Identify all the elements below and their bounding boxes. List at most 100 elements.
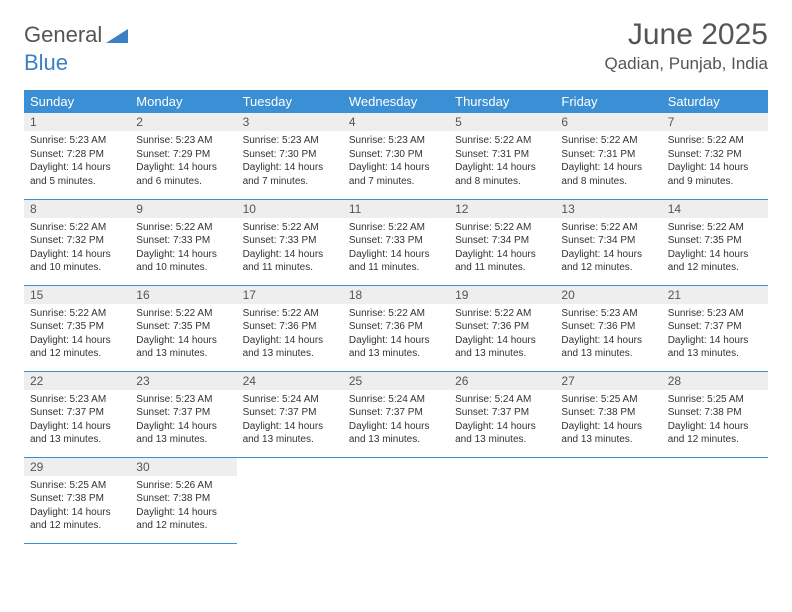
daylight-text: Daylight: 14 hours and 13 minutes. [561,420,655,447]
day-content: Sunrise: 5:25 AMSunset: 7:38 PMDaylight:… [555,390,661,453]
day-content: Sunrise: 5:22 AMSunset: 7:36 PMDaylight:… [237,304,343,367]
sunset-text: Sunset: 7:33 PM [243,234,337,248]
calendar-day-cell: 14Sunrise: 5:22 AMSunset: 7:35 PMDayligh… [662,199,768,285]
sunrise-text: Sunrise: 5:22 AM [349,307,443,321]
daylight-text: Daylight: 14 hours and 9 minutes. [668,161,762,188]
calendar-day-cell: 17Sunrise: 5:22 AMSunset: 7:36 PMDayligh… [237,285,343,371]
day-content: Sunrise: 5:22 AMSunset: 7:36 PMDaylight:… [449,304,555,367]
daylight-text: Daylight: 14 hours and 13 minutes. [561,334,655,361]
location-subtitle: Qadian, Punjab, India [604,54,768,74]
weekday-header: Friday [555,90,661,113]
weekday-header: Tuesday [237,90,343,113]
sunrise-text: Sunrise: 5:25 AM [561,393,655,407]
day-content: Sunrise: 5:22 AMSunset: 7:33 PMDaylight:… [130,218,236,281]
sunset-text: Sunset: 7:38 PM [668,406,762,420]
sunset-text: Sunset: 7:38 PM [30,492,124,506]
day-content: Sunrise: 5:23 AMSunset: 7:28 PMDaylight:… [24,131,130,194]
daylight-text: Daylight: 14 hours and 10 minutes. [136,248,230,275]
calendar-day-cell: 8Sunrise: 5:22 AMSunset: 7:32 PMDaylight… [24,199,130,285]
day-content: Sunrise: 5:25 AMSunset: 7:38 PMDaylight:… [662,390,768,453]
day-content: Sunrise: 5:22 AMSunset: 7:35 PMDaylight:… [662,218,768,281]
day-content: Sunrise: 5:23 AMSunset: 7:29 PMDaylight:… [130,131,236,194]
day-content: Sunrise: 5:22 AMSunset: 7:33 PMDaylight:… [237,218,343,281]
day-number: 7 [662,113,768,131]
calendar-day-cell [343,457,449,543]
sunset-text: Sunset: 7:28 PM [30,148,124,162]
sunset-text: Sunset: 7:31 PM [561,148,655,162]
sunrise-text: Sunrise: 5:22 AM [455,307,549,321]
logo: General [24,18,130,48]
daylight-text: Daylight: 14 hours and 7 minutes. [243,161,337,188]
logo-text-general: General [24,22,102,48]
daylight-text: Daylight: 14 hours and 12 minutes. [136,506,230,533]
day-content: Sunrise: 5:22 AMSunset: 7:34 PMDaylight:… [555,218,661,281]
calendar-week-row: 8Sunrise: 5:22 AMSunset: 7:32 PMDaylight… [24,199,768,285]
calendar-day-cell: 5 Sunrise: 5:22 AMSunset: 7:31 PMDaylight… [449,113,555,199]
daylight-text: Daylight: 14 hours and 13 minutes. [668,334,762,361]
day-number: 8 [24,200,130,218]
sunrise-text: Sunrise: 5:22 AM [30,221,124,235]
day-content: Sunrise: 5:23 AMSunset: 7:30 PMDaylight:… [343,131,449,194]
day-content: Sunrise: 5:22 AMSunset: 7:36 PMDaylight:… [343,304,449,367]
sunrise-text: Sunrise: 5:26 AM [136,479,230,493]
sunrise-text: Sunrise: 5:22 AM [561,221,655,235]
day-number: 27 [555,372,661,390]
day-number: 15 [24,286,130,304]
sunrise-text: Sunrise: 5:22 AM [136,221,230,235]
calendar-day-cell: 13Sunrise: 5:22 AMSunset: 7:34 PMDayligh… [555,199,661,285]
daylight-text: Daylight: 14 hours and 13 minutes. [349,334,443,361]
day-number: 3 [237,113,343,131]
day-content: Sunrise: 5:24 AMSunset: 7:37 PMDaylight:… [343,390,449,453]
sunset-text: Sunset: 7:37 PM [668,320,762,334]
day-content: Sunrise: 5:24 AMSunset: 7:37 PMDaylight:… [237,390,343,453]
day-number: 17 [237,286,343,304]
calendar-day-cell [555,457,661,543]
day-content: Sunrise: 5:22 AMSunset: 7:35 PMDaylight:… [130,304,236,367]
daylight-text: Daylight: 14 hours and 13 minutes. [243,420,337,447]
day-content: Sunrise: 5:23 AMSunset: 7:37 PMDaylight:… [130,390,236,453]
sunset-text: Sunset: 7:30 PM [243,148,337,162]
daylight-text: Daylight: 14 hours and 8 minutes. [455,161,549,188]
sunset-text: Sunset: 7:32 PM [668,148,762,162]
sunrise-text: Sunrise: 5:25 AM [30,479,124,493]
calendar-week-row: 15Sunrise: 5:22 AMSunset: 7:35 PMDayligh… [24,285,768,371]
sunset-text: Sunset: 7:35 PM [30,320,124,334]
calendar-day-cell: 21Sunrise: 5:23 AMSunset: 7:37 PMDayligh… [662,285,768,371]
calendar-day-cell: 1Sunrise: 5:23 AMSunset: 7:28 PMDaylight… [24,113,130,199]
sunset-text: Sunset: 7:38 PM [136,492,230,506]
sunrise-text: Sunrise: 5:22 AM [243,307,337,321]
calendar-week-row: 1Sunrise: 5:23 AMSunset: 7:28 PMDaylight… [24,113,768,199]
day-number: 14 [662,200,768,218]
calendar-week-row: 29Sunrise: 5:25 AMSunset: 7:38 PMDayligh… [24,457,768,543]
calendar-day-cell: 6Sunrise: 5:22 AMSunset: 7:31 PMDaylight… [555,113,661,199]
day-number: 22 [24,372,130,390]
calendar-day-cell: 24Sunrise: 5:24 AMSunset: 7:37 PMDayligh… [237,371,343,457]
sunset-text: Sunset: 7:34 PM [561,234,655,248]
day-number: 5 [449,113,555,131]
sunrise-text: Sunrise: 5:22 AM [30,307,124,321]
day-content: Sunrise: 5:22 AMSunset: 7:32 PMDaylight:… [662,131,768,194]
calendar-day-cell: 25Sunrise: 5:24 AMSunset: 7:37 PMDayligh… [343,371,449,457]
day-number: 29 [24,458,130,476]
daylight-text: Daylight: 14 hours and 12 minutes. [668,420,762,447]
calendar-day-cell: 28Sunrise: 5:25 AMSunset: 7:38 PMDayligh… [662,371,768,457]
calendar-day-cell: 4Sunrise: 5:23 AMSunset: 7:30 PMDaylight… [343,113,449,199]
day-number: 13 [555,200,661,218]
day-number: 6 [555,113,661,131]
daylight-text: Daylight: 14 hours and 12 minutes. [30,334,124,361]
calendar-day-cell: 16Sunrise: 5:22 AMSunset: 7:35 PMDayligh… [130,285,236,371]
calendar-day-cell: 18Sunrise: 5:22 AMSunset: 7:36 PMDayligh… [343,285,449,371]
daylight-text: Daylight: 14 hours and 8 minutes. [561,161,655,188]
day-number: 19 [449,286,555,304]
sunrise-text: Sunrise: 5:22 AM [455,134,549,148]
day-content: Sunrise: 5:23 AMSunset: 7:37 PMDaylight:… [24,390,130,453]
daylight-text: Daylight: 14 hours and 10 minutes. [30,248,124,275]
day-number: 16 [130,286,236,304]
sunset-text: Sunset: 7:31 PM [455,148,549,162]
daylight-text: Daylight: 14 hours and 11 minutes. [243,248,337,275]
calendar-table: Sunday Monday Tuesday Wednesday Thursday… [24,90,768,544]
sunset-text: Sunset: 7:37 PM [30,406,124,420]
calendar-day-cell: 15 Sunrise: 5:22 AMSunset: 7:35 PMDayligh… [24,285,130,371]
calendar-day-cell: 7Sunrise: 5:22 AMSunset: 7:32 PMDaylight… [662,113,768,199]
sunset-text: Sunset: 7:36 PM [349,320,443,334]
